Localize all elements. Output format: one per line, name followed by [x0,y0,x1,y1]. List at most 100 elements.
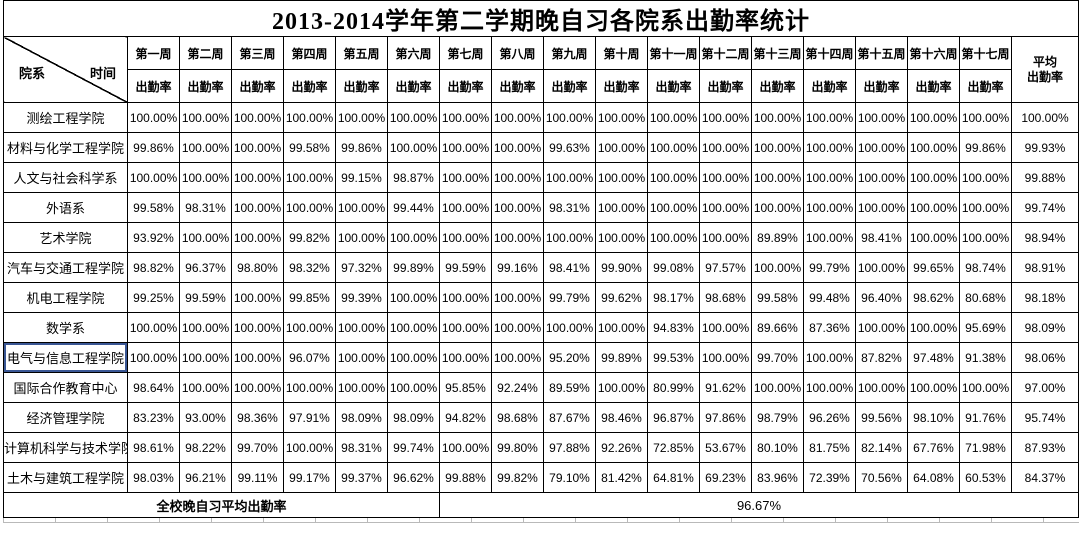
average-column-header[interactable]: 平均 出勤率 [1011,36,1079,103]
average-cell[interactable]: 98.91% [1011,252,1079,283]
attendance-cell[interactable]: 100.00% [803,192,856,223]
attendance-cell[interactable]: 99.70% [751,342,804,373]
attendance-cell[interactable]: 100.00% [387,372,440,403]
attendance-cell[interactable]: 100.00% [699,102,752,133]
attendance-cell[interactable]: 69.23% [699,462,752,493]
week-header-17[interactable]: 第十七周 [959,36,1012,70]
attendance-cell[interactable]: 98.41% [543,252,596,283]
attendance-cell[interactable]: 99.82% [491,462,544,493]
attendance-cell[interactable]: 99.86% [127,132,180,163]
attendance-cell[interactable]: 92.26% [595,432,648,463]
average-cell[interactable]: 99.93% [1011,132,1079,163]
attendance-cell[interactable]: 100.00% [491,192,544,223]
attendance-cell[interactable]: 100.00% [803,102,856,133]
attendance-cell[interactable]: 80.68% [959,282,1012,313]
attendance-cell[interactable]: 100.00% [387,102,440,133]
attendance-cell[interactable]: 100.00% [751,192,804,223]
attendance-cell[interactable]: 93.00% [179,402,232,433]
week-header-13[interactable]: 第十三周 [751,36,804,70]
attendance-cell[interactable]: 91.76% [959,402,1012,433]
attendance-cell[interactable]: 100.00% [855,132,908,163]
attendance-cell[interactable]: 100.00% [179,312,232,343]
attendance-cell[interactable]: 100.00% [959,192,1012,223]
attendance-cell[interactable]: 99.37% [335,462,388,493]
attendance-cell[interactable]: 94.82% [439,402,492,433]
attendance-subheader-16[interactable]: 出勤率 [907,69,960,103]
attendance-cell[interactable]: 100.00% [439,132,492,163]
attendance-subheader-10[interactable]: 出勤率 [595,69,648,103]
attendance-cell[interactable]: 100.00% [595,312,648,343]
attendance-cell[interactable]: 99.89% [595,342,648,373]
attendance-cell[interactable]: 98.79% [751,402,804,433]
attendance-cell[interactable]: 100.00% [127,342,180,373]
attendance-cell[interactable]: 99.79% [803,252,856,283]
attendance-cell[interactable]: 100.00% [855,192,908,223]
attendance-cell[interactable]: 100.00% [803,222,856,253]
attendance-cell[interactable]: 99.85% [283,282,336,313]
attendance-cell[interactable]: 98.10% [907,402,960,433]
attendance-cell[interactable]: 98.82% [127,252,180,283]
attendance-cell[interactable]: 99.08% [647,252,700,283]
attendance-cell[interactable]: 100.00% [439,282,492,313]
attendance-cell[interactable]: 100.00% [439,192,492,223]
attendance-cell[interactable]: 100.00% [543,222,596,253]
attendance-cell[interactable]: 100.00% [231,102,284,133]
week-header-6[interactable]: 第六周 [387,36,440,70]
attendance-cell[interactable]: 100.00% [907,372,960,403]
attendance-cell[interactable]: 97.57% [699,252,752,283]
attendance-cell[interactable]: 100.00% [439,312,492,343]
average-cell[interactable]: 99.74% [1011,192,1079,223]
attendance-cell[interactable]: 93.92% [127,222,180,253]
average-cell[interactable]: 95.74% [1011,402,1079,433]
attendance-cell[interactable]: 79.10% [543,462,596,493]
attendance-cell[interactable]: 100.00% [179,372,232,403]
week-header-5[interactable]: 第五周 [335,36,388,70]
attendance-cell[interactable]: 97.48% [907,342,960,373]
department-cell[interactable]: 计算机科学与技术学院 [3,432,128,463]
attendance-cell[interactable]: 99.16% [491,252,544,283]
attendance-cell[interactable]: 100.00% [907,162,960,193]
attendance-cell[interactable]: 89.66% [751,312,804,343]
attendance-cell[interactable]: 100.00% [231,372,284,403]
attendance-cell[interactable]: 96.21% [179,462,232,493]
department-cell[interactable]: 数学系 [3,312,128,343]
attendance-cell[interactable]: 100.00% [595,102,648,133]
attendance-cell[interactable]: 98.09% [335,402,388,433]
attendance-cell[interactable]: 96.40% [855,282,908,313]
attendance-cell[interactable]: 100.00% [335,342,388,373]
attendance-cell[interactable]: 100.00% [647,192,700,223]
attendance-cell[interactable]: 99.65% [907,252,960,283]
department-cell[interactable]: 土木与建筑工程学院 [3,462,128,493]
attendance-cell[interactable]: 98.03% [127,462,180,493]
attendance-cell[interactable]: 100.00% [647,132,700,163]
week-header-3[interactable]: 第三周 [231,36,284,70]
week-header-10[interactable]: 第十周 [595,36,648,70]
attendance-cell[interactable]: 100.00% [179,162,232,193]
attendance-cell[interactable]: 100.00% [803,342,856,373]
attendance-cell[interactable]: 100.00% [751,162,804,193]
attendance-subheader-6[interactable]: 出勤率 [387,69,440,103]
attendance-cell[interactable]: 98.68% [491,402,544,433]
attendance-cell[interactable]: 100.00% [751,102,804,133]
attendance-cell[interactable]: 100.00% [907,312,960,343]
department-cell[interactable]: 外语系 [3,192,128,223]
attendance-cell[interactable]: 98.09% [387,402,440,433]
attendance-cell[interactable]: 99.11% [231,462,284,493]
attendance-cell[interactable]: 100.00% [907,222,960,253]
attendance-cell[interactable]: 100.00% [699,222,752,253]
attendance-cell[interactable]: 99.39% [335,282,388,313]
attendance-subheader-15[interactable]: 出勤率 [855,69,908,103]
attendance-cell[interactable]: 87.82% [855,342,908,373]
attendance-cell[interactable]: 99.44% [387,192,440,223]
attendance-cell[interactable]: 98.46% [595,402,648,433]
attendance-cell[interactable]: 100.00% [387,222,440,253]
attendance-cell[interactable]: 80.99% [647,372,700,403]
attendance-cell[interactable]: 100.00% [959,102,1012,133]
attendance-cell[interactable]: 96.26% [803,402,856,433]
week-header-2[interactable]: 第二周 [179,36,232,70]
attendance-cell[interactable]: 99.53% [647,342,700,373]
attendance-cell[interactable]: 70.56% [855,462,908,493]
average-cell[interactable]: 84.37% [1011,462,1079,493]
attendance-cell[interactable]: 81.42% [595,462,648,493]
department-cell[interactable]: 机电工程学院 [3,282,128,313]
